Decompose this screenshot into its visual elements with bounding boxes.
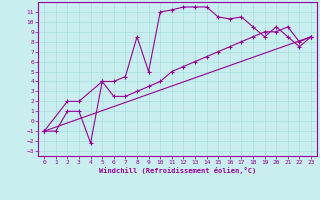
X-axis label: Windchill (Refroidissement éolien,°C): Windchill (Refroidissement éolien,°C) — [99, 167, 256, 174]
